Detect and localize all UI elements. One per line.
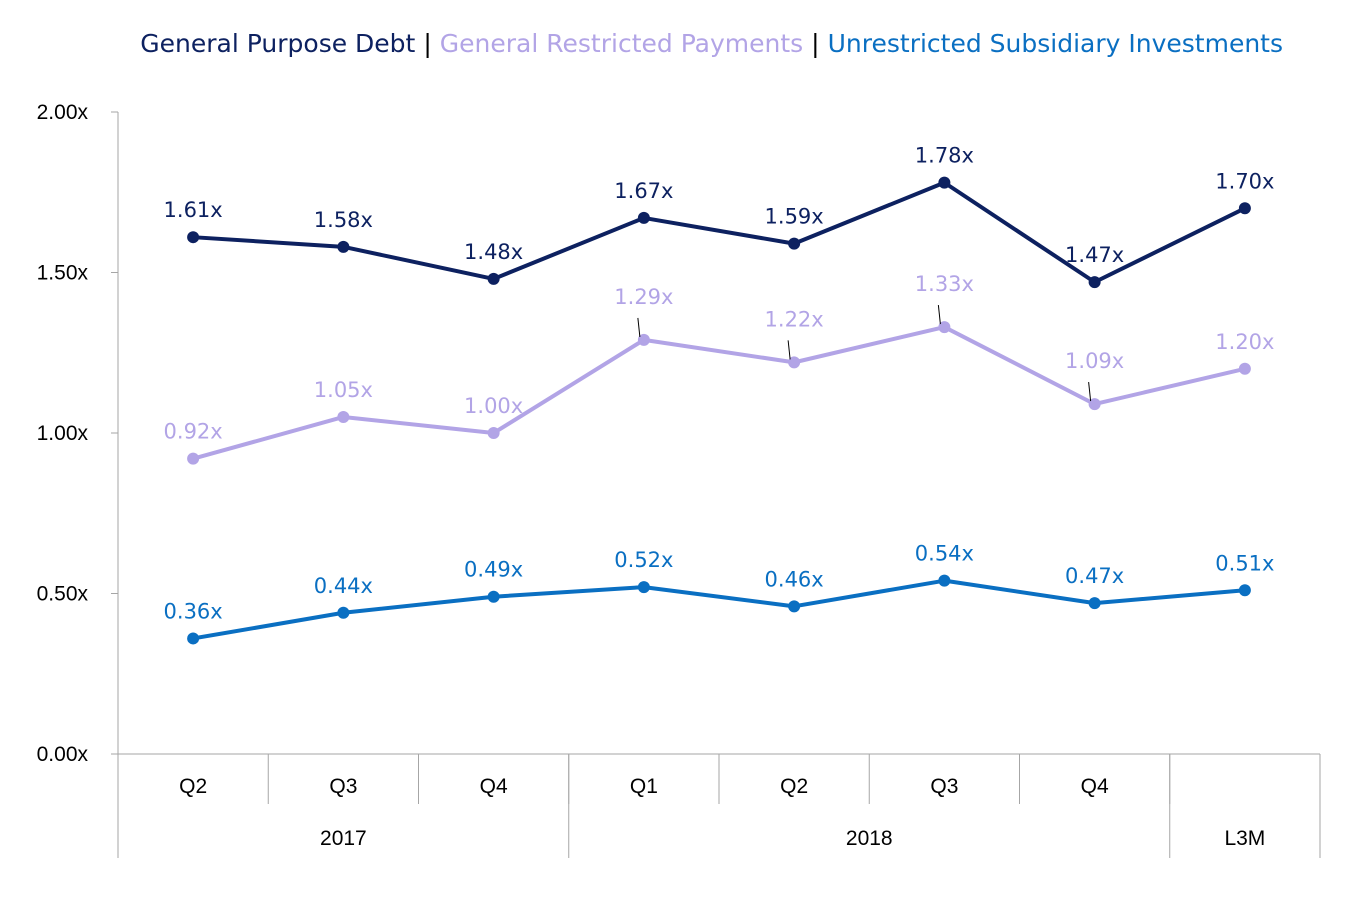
data-point xyxy=(788,237,801,250)
data-label: 0.47x xyxy=(1065,564,1124,588)
legend-separator: | xyxy=(423,29,431,58)
legend-entry-unrestricted-subsidiary-investments: Unrestricted Subsidiary Investments xyxy=(828,29,1283,58)
data-label: 0.44x xyxy=(314,574,373,598)
data-label: 1.00x xyxy=(464,394,523,418)
x-tick-label: Q3 xyxy=(930,775,958,798)
x-tick-label: Q4 xyxy=(480,775,508,798)
data-point xyxy=(1088,597,1101,610)
y-tick-label: 1.50x xyxy=(37,262,89,285)
y-tick-label: 1.00x xyxy=(37,422,89,445)
data-label: 0.49x xyxy=(464,558,523,582)
data-label-layer: 1.61x 1.58x 1.48x 1.67x 1.59x 1.78x 1.47x 1.70x… xyxy=(164,144,1275,624)
x-tick-label: Q3 xyxy=(329,775,357,798)
data-point xyxy=(1238,584,1251,597)
data-label-leader xyxy=(1088,382,1092,402)
data-label: 1.33x xyxy=(915,272,974,296)
data-label: 0.46x xyxy=(765,567,824,591)
data-point xyxy=(187,452,200,465)
data-point xyxy=(938,321,951,334)
data-label: 1.05x xyxy=(314,378,373,402)
data-point xyxy=(1238,362,1251,375)
data-point xyxy=(487,427,500,439)
data-point xyxy=(637,333,650,346)
data-label: 0.92x xyxy=(164,420,223,444)
data-label-leader xyxy=(787,340,791,360)
series-line-general-restricted-payments xyxy=(192,325,1246,461)
x-tick-label: Q2 xyxy=(179,775,207,798)
data-point xyxy=(637,581,650,594)
data-point xyxy=(1088,276,1101,289)
legend-entry-general-restricted-payments: General Restricted Payments xyxy=(440,29,803,58)
data-point xyxy=(1088,398,1101,411)
data-point xyxy=(1238,202,1251,215)
data-point xyxy=(187,231,200,244)
data-point xyxy=(487,272,500,285)
data-label: 1.70x xyxy=(1215,169,1274,193)
x-tick-label: Q4 xyxy=(1081,775,1109,798)
data-label-leader xyxy=(637,317,641,337)
axes: 0.00x 0.50x 1.00x 1.50x 2.00x Q2 Q3 Q4 Q1 Q2 Q3 Q4 2… xyxy=(37,101,1321,858)
series-line-unrestricted-subsidiary-investments xyxy=(192,578,1246,641)
data-point xyxy=(187,632,200,645)
data-label: 1.20x xyxy=(1215,330,1274,354)
data-label: 1.59x xyxy=(765,205,824,229)
y-tick-label: 0.00x xyxy=(37,743,89,766)
x-group-label: 2017 xyxy=(320,827,367,850)
legend-separator: | xyxy=(811,29,819,58)
data-label: 1.22x xyxy=(765,307,824,331)
x-tick-label: Q2 xyxy=(780,775,808,798)
data-point xyxy=(337,410,350,423)
series-line-general-purpose-debt xyxy=(192,180,1246,285)
data-point xyxy=(487,590,500,603)
data-label: 0.51x xyxy=(1215,551,1274,575)
x-group-label: 2018 xyxy=(846,827,893,850)
x-group-label: L3M xyxy=(1224,827,1265,850)
data-label-leader xyxy=(937,305,941,325)
data-label: 1.61x xyxy=(164,198,223,222)
data-label: 1.47x xyxy=(1065,243,1124,267)
data-point xyxy=(938,574,951,587)
data-point xyxy=(938,176,951,189)
data-label: 1.09x xyxy=(1065,349,1124,373)
series-layer xyxy=(187,176,1251,645)
data-label: 1.48x xyxy=(464,240,523,264)
data-point xyxy=(637,211,650,224)
x-tick-label: Q1 xyxy=(630,775,658,798)
data-point xyxy=(337,240,350,253)
data-label: 1.29x xyxy=(614,285,673,309)
data-label: 0.36x xyxy=(164,599,223,623)
legend-entry-general-purpose-debt: General Purpose Debt xyxy=(140,29,415,58)
data-label: 0.52x xyxy=(614,548,673,572)
data-point xyxy=(337,606,350,619)
data-label: 0.54x xyxy=(915,542,974,566)
data-label: 1.67x xyxy=(614,179,673,203)
y-tick-label: 2.00x xyxy=(37,101,89,124)
y-tick-label: 0.50x xyxy=(37,583,89,606)
data-label: 1.78x xyxy=(915,144,974,168)
chart-legend: General Purpose Debt | General Restricted … xyxy=(140,29,1283,58)
data-point xyxy=(788,600,801,613)
data-point xyxy=(788,356,801,369)
data-label: 1.58x xyxy=(314,208,373,232)
